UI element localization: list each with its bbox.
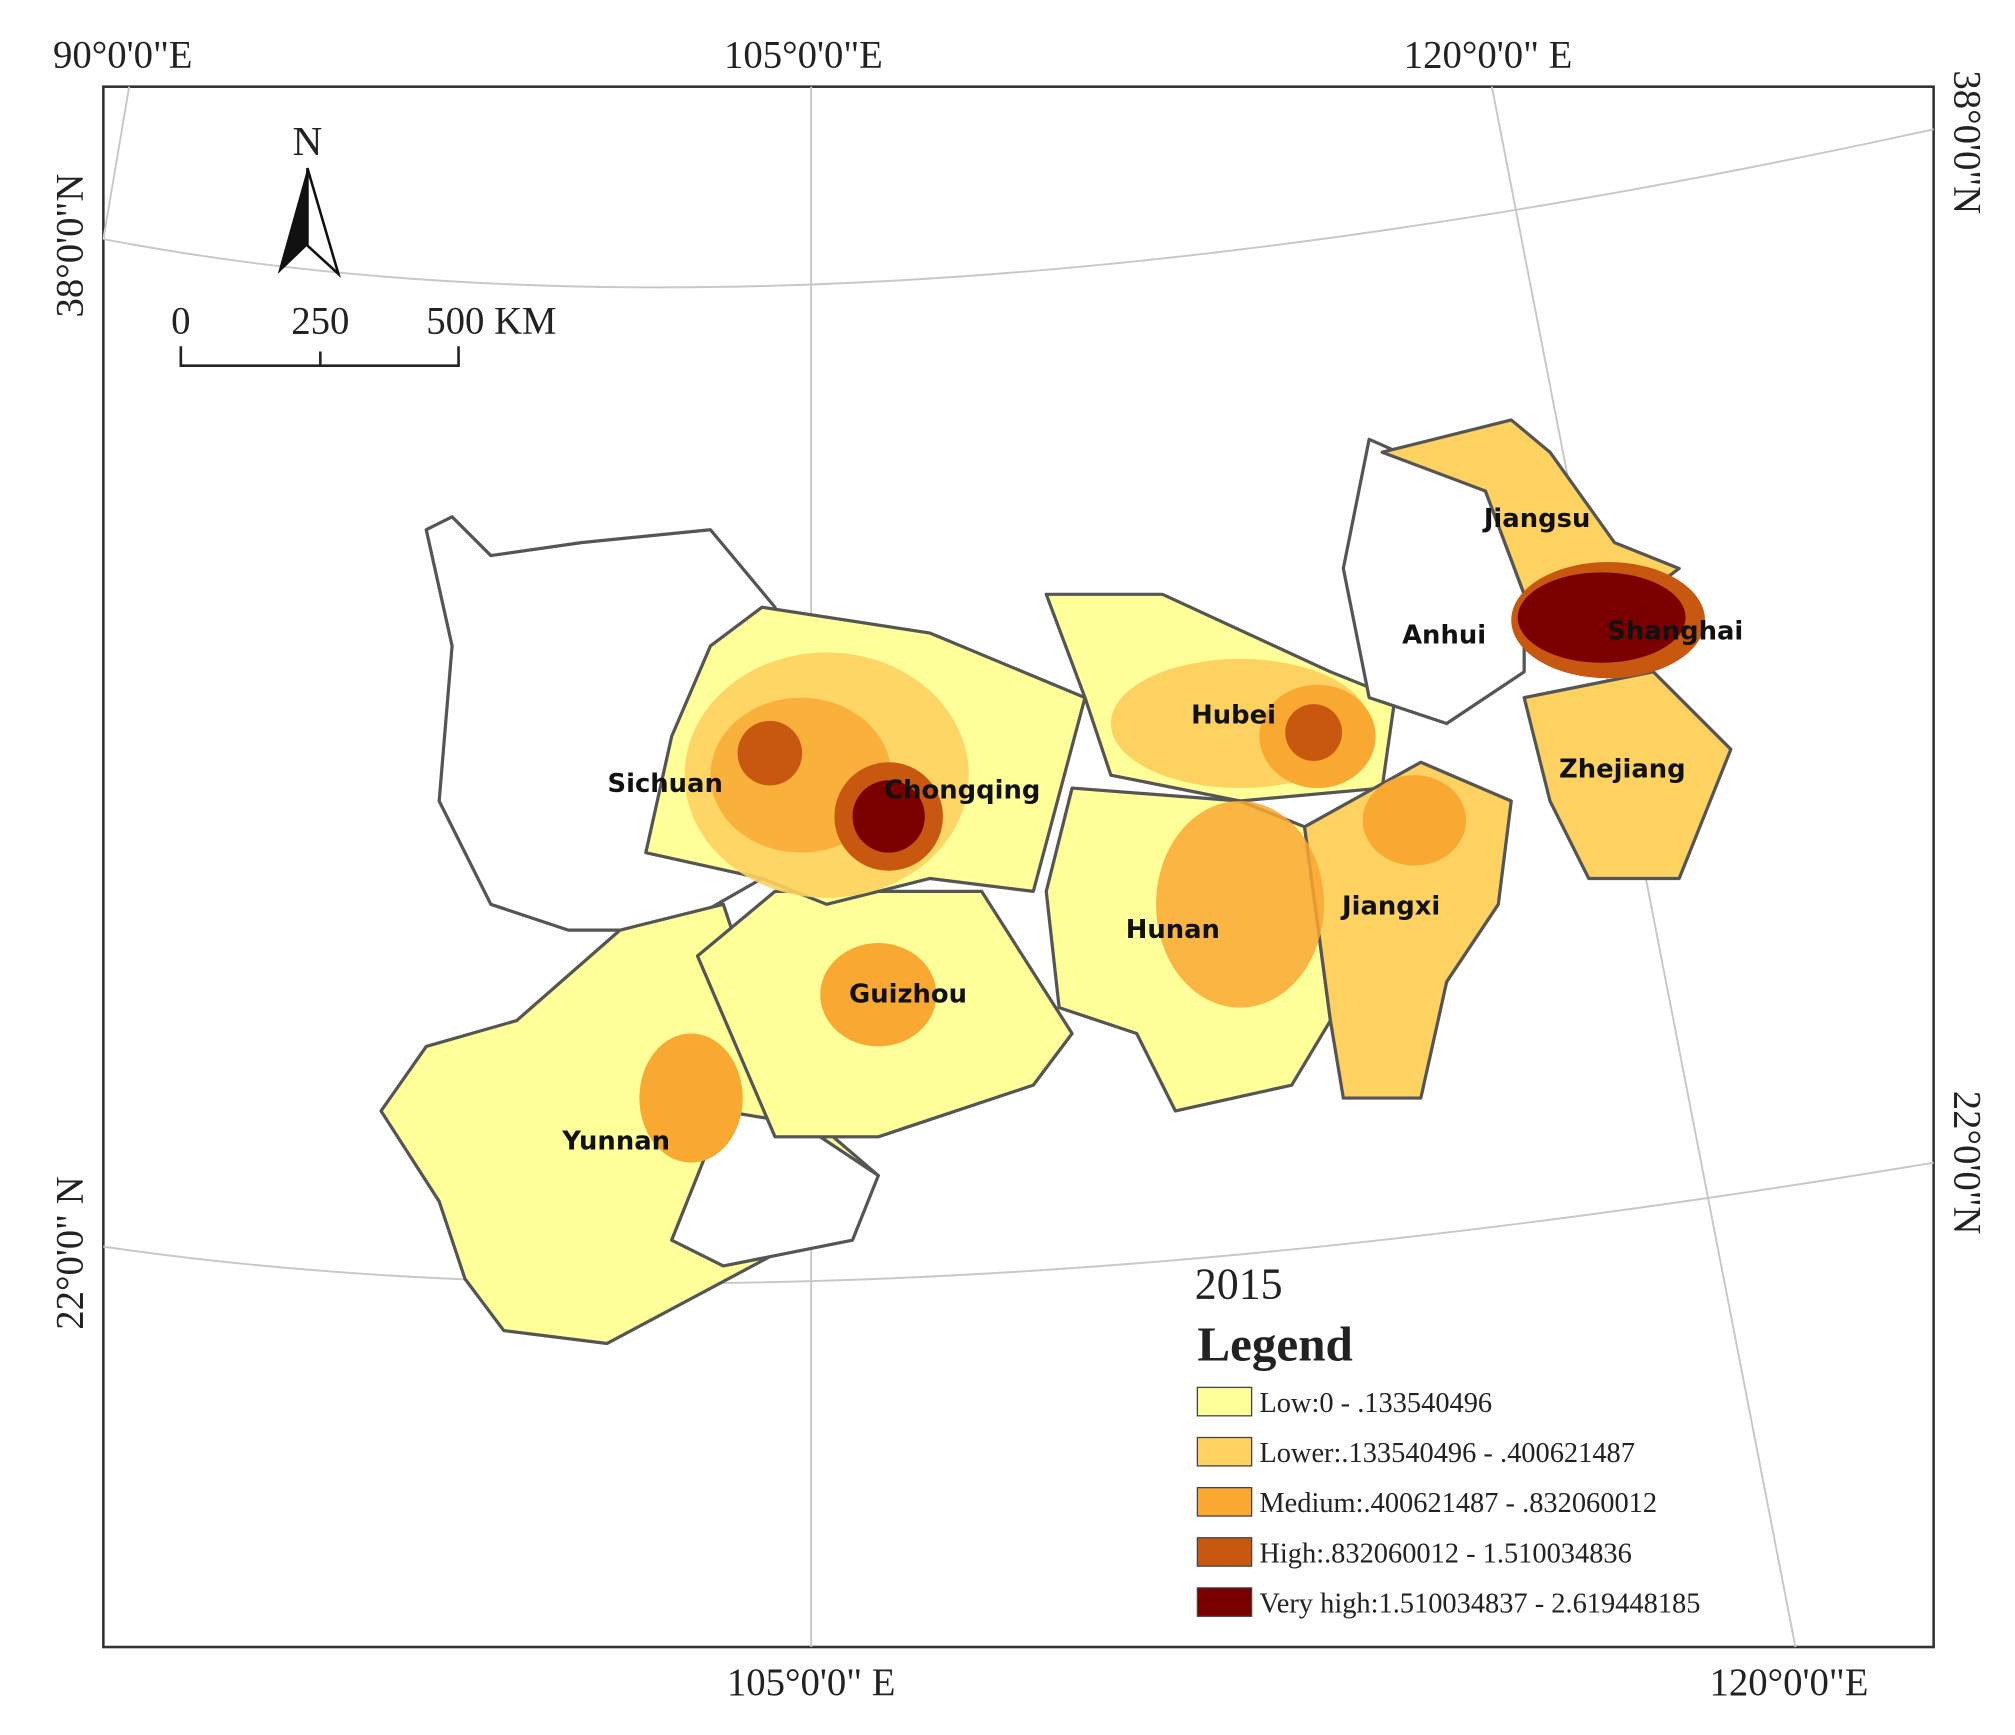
province-label: Yunnan — [561, 1127, 670, 1157]
legend-swatch — [1196, 1436, 1253, 1467]
lon-label: 90°0'0"E — [53, 33, 192, 76]
lon-label: 105°0'0" E — [727, 1661, 896, 1704]
legend-label: Very high:1.510034837 - 2.619448185 — [1259, 1588, 1700, 1619]
province-label: Shanghai — [1607, 617, 1743, 647]
lat-label: 22°0'0"N — [1945, 1091, 1988, 1235]
scale-label: 500 KM — [426, 299, 556, 342]
legend-swatch — [1196, 1537, 1253, 1567]
hotspot — [820, 943, 937, 1047]
parallel-22 — [103, 1161, 1934, 1285]
legend-swatch — [1196, 1587, 1253, 1617]
legend-label: Lower:.133540496 - .400621487 — [1259, 1438, 1635, 1469]
province-label: Hubei — [1191, 700, 1276, 730]
arrow-right — [306, 167, 341, 279]
meridian-90 — [102, 86, 131, 240]
jiangsu — [1380, 418, 1681, 609]
zhejiang — [1522, 670, 1733, 881]
province-label: Zhejiang — [1559, 755, 1686, 785]
legend-label: Medium:.400621487 - .832060012 — [1259, 1488, 1657, 1519]
legend-swatch — [1196, 1386, 1253, 1417]
scale-line — [179, 346, 460, 367]
hotspot — [1362, 775, 1467, 866]
province-label: Guizhou — [849, 979, 967, 1009]
province-label: Jiangsu — [1482, 504, 1591, 534]
legend: 2015 Legend Low:0 - .133540496 Lower:.133… — [1195, 1260, 1701, 1619]
scale-bar: 0 250 500 KM — [171, 299, 557, 367]
legend-title: Legend — [1197, 1316, 1352, 1371]
year: 2015 — [1195, 1260, 1283, 1308]
lat-label: 38°0'0"N — [49, 174, 92, 318]
hotspot — [737, 720, 803, 786]
lon-label: 105°0'0"E — [724, 33, 883, 76]
hotspot — [1517, 572, 1686, 663]
lon-label: 120°0'0"E — [1710, 1661, 1869, 1704]
graticule-labels: 90°0'0"E 105°0'0"E 120°0'0" E 105°0'0" E… — [49, 33, 1989, 1704]
province-label: Sichuan — [608, 769, 723, 799]
lat-label: 38°0'0"N — [1945, 70, 1988, 214]
legend-label: High:.832060012 - 1.510034836 — [1259, 1538, 1631, 1569]
north-label: N — [292, 118, 322, 164]
lat-label: 22°0'0" N — [49, 1176, 92, 1329]
province-labels: Jiangsu Anhui Shanghai Hubei Sichuan Cho… — [561, 504, 1743, 1157]
hotspot — [639, 1033, 743, 1163]
province-label: Jiangxi — [1340, 892, 1440, 922]
hotspot — [1285, 704, 1343, 761]
province-label: Chongqing — [884, 775, 1040, 805]
scale-label: 0 — [171, 299, 190, 342]
province-label: Anhui — [1402, 620, 1486, 650]
lon-label: 120°0'0" E — [1404, 33, 1573, 76]
hotspots — [639, 562, 1705, 1163]
hotspot — [1156, 800, 1324, 1008]
jiangxi — [1302, 760, 1513, 1100]
legend-swatch — [1196, 1486, 1253, 1517]
scale-label: 250 — [291, 299, 349, 342]
parallel-38 — [103, 128, 1934, 289]
hotspot — [852, 780, 925, 853]
province-label: Hunan — [1126, 915, 1220, 945]
legend-label: Low:0 - .133540496 — [1259, 1388, 1492, 1419]
